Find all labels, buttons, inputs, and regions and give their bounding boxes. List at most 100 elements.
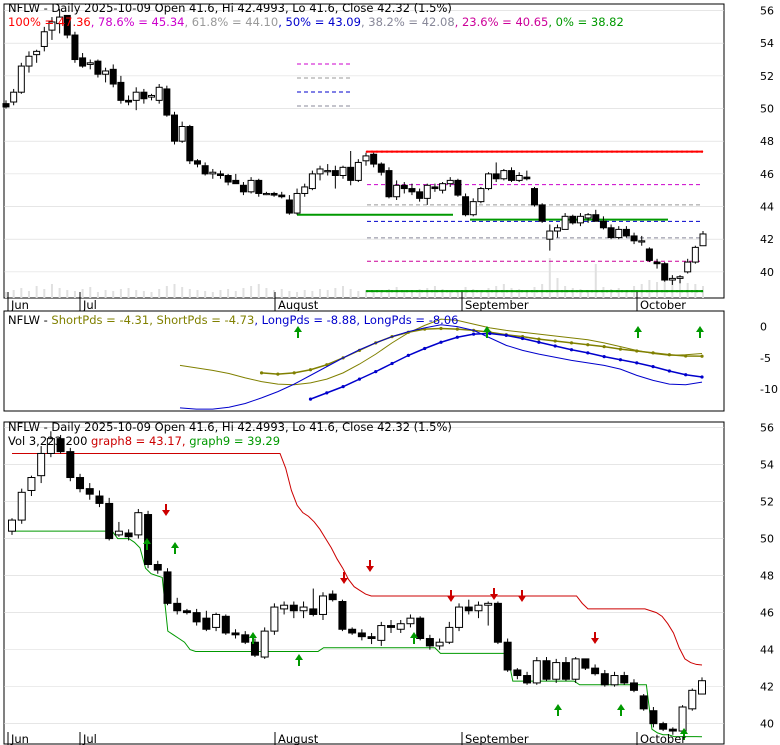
volume-bar bbox=[449, 290, 452, 298]
fib-legend-item: , 38.2% = 42.08 bbox=[361, 15, 455, 29]
fib-level-marker bbox=[570, 289, 574, 293]
up-arrow-icon bbox=[295, 654, 303, 666]
candle-body bbox=[25, 55, 33, 67]
fib-level-marker bbox=[615, 289, 619, 293]
candle-body bbox=[163, 571, 172, 604]
candle-body bbox=[454, 179, 462, 196]
volume-bar bbox=[234, 291, 237, 298]
fib-level-marker bbox=[375, 289, 379, 293]
signal-y-tick: 44 bbox=[760, 644, 774, 657]
price-y-tick: 42 bbox=[760, 233, 774, 246]
candle-body bbox=[255, 179, 263, 194]
candle-body bbox=[406, 617, 415, 625]
graph8-line bbox=[12, 452, 703, 666]
signal-y-tick: 46 bbox=[760, 607, 774, 620]
candle-body bbox=[193, 160, 201, 165]
candle-body bbox=[134, 512, 143, 536]
volume-bar bbox=[119, 289, 122, 298]
fib-legend-item: , 78.6% = 45.34 bbox=[91, 15, 185, 29]
candle-body bbox=[17, 491, 26, 521]
fib-level-marker bbox=[445, 150, 449, 153]
candle-body bbox=[503, 641, 512, 671]
candle-body bbox=[638, 240, 646, 243]
fib-level-marker bbox=[590, 150, 594, 153]
candle-body bbox=[649, 710, 658, 725]
price-y-tick: 56 bbox=[760, 5, 774, 18]
volume-bar bbox=[556, 278, 559, 298]
signal-panel: 40 42 44 46 48 50 52 54 56 Jun Jul August September… bbox=[3, 420, 774, 745]
fib-level-marker bbox=[485, 150, 489, 153]
oscillator-point bbox=[553, 339, 557, 343]
fib-level-marker bbox=[610, 289, 614, 293]
fib-level-marker bbox=[665, 289, 669, 293]
fib-level-marker bbox=[390, 289, 394, 293]
volume-bar bbox=[617, 288, 620, 298]
candle-body bbox=[362, 155, 370, 162]
candle-body bbox=[94, 60, 102, 75]
volume-bar bbox=[58, 288, 61, 298]
candle-body bbox=[201, 165, 209, 175]
up-arrow-icon bbox=[617, 704, 625, 716]
fib-level-marker bbox=[625, 150, 629, 153]
fib-level-marker bbox=[605, 289, 609, 293]
oscillator-point bbox=[651, 365, 655, 369]
candle-body bbox=[423, 184, 431, 199]
price-x-axis: Jun Jul August September October bbox=[7, 292, 686, 312]
price-y-tick: 48 bbox=[760, 135, 774, 148]
candle-body bbox=[599, 220, 607, 229]
volume-bar bbox=[410, 291, 413, 298]
candle-body bbox=[530, 188, 538, 206]
volume-bar bbox=[456, 291, 459, 298]
candle-body bbox=[630, 235, 638, 242]
volume-bar bbox=[387, 289, 390, 298]
fib-level-marker bbox=[515, 150, 519, 153]
fib-level-marker bbox=[590, 289, 594, 293]
volume-bar bbox=[150, 292, 153, 298]
fib-level-marker bbox=[470, 289, 474, 293]
volume-bar bbox=[594, 264, 597, 298]
candle-body bbox=[508, 170, 516, 181]
volume-bar bbox=[587, 290, 590, 298]
fib-level-marker bbox=[640, 289, 644, 293]
candle-body bbox=[561, 215, 569, 230]
fib-level-marker bbox=[370, 150, 374, 153]
volume-bar bbox=[548, 258, 551, 298]
fib-level-marker bbox=[395, 289, 399, 293]
fib-level-marker bbox=[520, 289, 524, 293]
volume-bar bbox=[12, 290, 15, 298]
volume-bar bbox=[372, 292, 375, 298]
candle-body bbox=[301, 186, 309, 194]
candle-body bbox=[668, 277, 676, 281]
oscillator-point bbox=[635, 349, 639, 353]
volume-bar bbox=[663, 276, 666, 298]
volume-bar bbox=[357, 291, 360, 298]
oscillator-point bbox=[472, 332, 476, 336]
fib-level-marker bbox=[695, 289, 699, 293]
candle-body bbox=[239, 184, 247, 193]
fib-level-marker bbox=[510, 150, 514, 153]
candle-body bbox=[622, 228, 630, 237]
oscillator-point bbox=[308, 397, 313, 401]
fib-level-marker bbox=[555, 150, 559, 153]
candle-body bbox=[216, 173, 224, 177]
candle-body bbox=[173, 602, 182, 612]
candle-body bbox=[469, 201, 477, 216]
up-arrow-icon bbox=[696, 326, 704, 338]
candle-body bbox=[86, 62, 94, 65]
candle-body bbox=[416, 191, 424, 199]
candle-body bbox=[262, 192, 270, 196]
candle-body bbox=[221, 615, 230, 634]
candle-body bbox=[270, 606, 279, 632]
fib-level-marker bbox=[700, 289, 704, 293]
oscillator-point bbox=[504, 333, 508, 337]
candle-body bbox=[615, 228, 623, 239]
candle-body bbox=[163, 88, 171, 116]
up-arrow-icon bbox=[634, 326, 642, 338]
fib-level-marker bbox=[550, 150, 554, 153]
candle-body bbox=[192, 612, 201, 623]
x-tick-label: August bbox=[278, 732, 319, 745]
fib-level-marker bbox=[670, 289, 674, 293]
fib-level-marker bbox=[525, 150, 529, 153]
fib-level-marker bbox=[430, 289, 434, 293]
up-arrow-icon bbox=[410, 632, 418, 644]
